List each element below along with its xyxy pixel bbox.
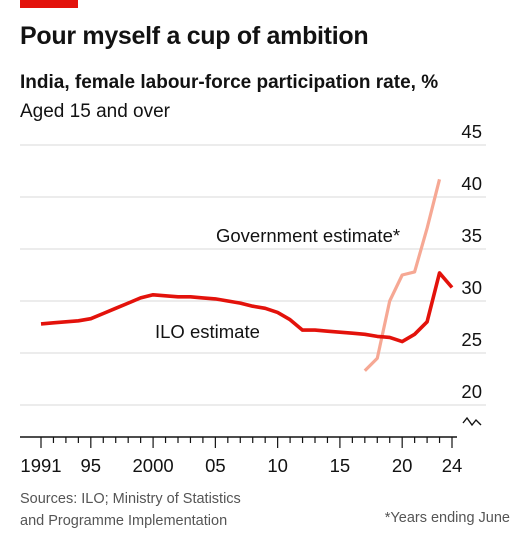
y-tick-label-30: 30 bbox=[461, 277, 482, 298]
series-annotations: Government estimate* ILO estimate bbox=[155, 225, 400, 342]
tick-labels: 20 25 30 35 40 45 1991 95 2000 05 10 15 20 24 bbox=[20, 121, 482, 476]
source-line-2: and Programme Implementation bbox=[20, 513, 228, 529]
chart-subnote: Aged 15 and over bbox=[20, 101, 171, 122]
source-note: Sources: ILO; Ministry of Statistics and… bbox=[20, 488, 320, 532]
x-tick-label-05: 05 bbox=[205, 455, 226, 476]
y-tick-label-40: 40 bbox=[461, 173, 482, 194]
x-tick-label-15: 15 bbox=[330, 455, 351, 476]
y-tick-label-35: 35 bbox=[461, 225, 482, 246]
x-tick-label-95: 95 bbox=[81, 455, 102, 476]
government-series-line bbox=[363, 178, 442, 372]
x-tick-label-2000: 2000 bbox=[133, 455, 174, 476]
x-tick-label-24: 24 bbox=[442, 455, 463, 476]
y-tick-label-25: 25 bbox=[461, 329, 482, 350]
source-line-1: Sources: ILO; Ministry of Statistics bbox=[20, 491, 241, 507]
x-tick-label-1991: 1991 bbox=[20, 455, 61, 476]
footnote: *Years ending June bbox=[384, 510, 510, 526]
government-series-label: Government estimate* bbox=[216, 225, 400, 246]
y-tick-label-20: 20 bbox=[461, 381, 482, 402]
x-tick-label-20: 20 bbox=[392, 455, 413, 476]
series-lines bbox=[40, 178, 454, 372]
brand-tag bbox=[20, 0, 78, 8]
ilo-series-line bbox=[40, 271, 454, 344]
axis-break-icon bbox=[462, 416, 482, 427]
chart-title: Pour myself a cup of ambition bbox=[20, 22, 369, 50]
ilo-series-label: ILO estimate bbox=[155, 321, 260, 342]
chart-subtitle: India, female labour-force participation… bbox=[20, 72, 439, 93]
x-axis bbox=[20, 436, 457, 448]
grid-lines bbox=[20, 144, 486, 406]
x-tick-label-10: 10 bbox=[267, 455, 288, 476]
y-tick-label-45: 45 bbox=[461, 121, 482, 142]
